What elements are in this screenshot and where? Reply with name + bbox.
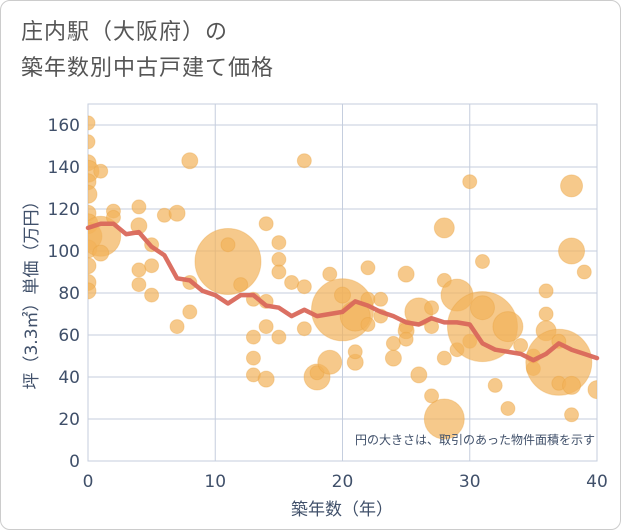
chart-title-line2: 築年数別中古戸建て価格 bbox=[21, 56, 275, 81]
y-tick-label: 60 bbox=[58, 326, 80, 346]
price-bubble bbox=[257, 370, 275, 388]
price-bubble bbox=[258, 319, 274, 335]
price-bubble bbox=[423, 398, 465, 440]
price-bubble bbox=[462, 174, 478, 190]
price-bubble bbox=[131, 199, 147, 215]
price-bubble bbox=[558, 237, 586, 265]
price-bubble bbox=[436, 350, 452, 366]
price-bubble bbox=[576, 264, 592, 280]
price-bubble bbox=[322, 266, 338, 282]
price-bubble bbox=[587, 380, 597, 400]
x-tick-label: 20 bbox=[332, 472, 354, 492]
chart-title: 庄内駅（大阪府）の 築年数別中古戸建て価格 bbox=[21, 15, 274, 87]
price-bubble bbox=[271, 235, 287, 251]
price-bubble bbox=[271, 264, 287, 280]
price-bubble bbox=[410, 366, 428, 384]
price-bubble bbox=[245, 350, 261, 366]
price-bubble bbox=[131, 277, 147, 293]
price-bubble bbox=[271, 251, 287, 267]
price-bubble bbox=[296, 153, 312, 169]
chart-title-line1: 庄内駅（大阪府）の bbox=[21, 20, 229, 45]
price-bubble bbox=[433, 217, 455, 239]
y-tick-label: 40 bbox=[58, 368, 80, 388]
price-bubble bbox=[492, 311, 524, 343]
price-bubble bbox=[88, 282, 97, 300]
price-bubble bbox=[500, 401, 516, 416]
y-tick-label: 140 bbox=[48, 158, 80, 178]
trend-line-group bbox=[85, 221, 600, 363]
price-bubble bbox=[296, 321, 312, 337]
price-bubble bbox=[296, 279, 312, 295]
price-bubble bbox=[317, 349, 343, 375]
size-annotation: 円の大きさは、取引のあった物件面積を示す bbox=[355, 432, 595, 447]
price-bubble bbox=[168, 204, 186, 222]
y-tick-label: 100 bbox=[48, 242, 80, 262]
price-bubble bbox=[144, 258, 160, 274]
price-bubble bbox=[284, 275, 300, 290]
x-tick-label: 0 bbox=[83, 472, 94, 492]
y-tick-label: 120 bbox=[48, 200, 80, 220]
price-bubble bbox=[88, 257, 97, 275]
price-bubble bbox=[562, 375, 582, 395]
price-bubble bbox=[169, 319, 185, 335]
price-bubble bbox=[424, 388, 440, 404]
x-tick-label: 40 bbox=[586, 472, 608, 492]
price-bubble bbox=[385, 335, 401, 351]
y-axis-label: 坪（3.3㎡）単価（万円） bbox=[22, 192, 42, 389]
y-tick-label: 160 bbox=[48, 116, 80, 136]
price-bubble bbox=[424, 300, 440, 316]
x-axis-label: 築年数（年） bbox=[291, 500, 393, 520]
price-bubble bbox=[88, 184, 98, 204]
price-bubble bbox=[373, 291, 389, 307]
price-bubble bbox=[564, 407, 580, 423]
price-bubble bbox=[384, 349, 402, 367]
price-bubble bbox=[397, 265, 415, 283]
price-bubble bbox=[538, 283, 554, 299]
price-bubble bbox=[233, 277, 249, 293]
price-bubble bbox=[360, 317, 376, 332]
price-bubble bbox=[181, 152, 199, 170]
price-bubble bbox=[487, 377, 503, 393]
y-tick-label: 80 bbox=[58, 284, 80, 304]
price-bubble bbox=[144, 287, 160, 303]
y-tick-label: 20 bbox=[58, 410, 80, 430]
price-bubble bbox=[347, 344, 363, 360]
average-price-line bbox=[85, 221, 600, 363]
price-bubble bbox=[258, 216, 274, 232]
price-bubble bbox=[271, 329, 287, 345]
axis-ticks: 0 10 20 30 40 0 20 40 60 80 100 120 140 160 bbox=[48, 116, 608, 492]
x-tick-label: 10 bbox=[204, 472, 226, 492]
price-bubble bbox=[513, 338, 529, 353]
price-bubble bbox=[245, 329, 261, 345]
price-bubble bbox=[469, 295, 495, 321]
price-bubble bbox=[131, 262, 147, 278]
price-bubble bbox=[194, 228, 262, 295]
price-bubble bbox=[93, 163, 109, 179]
y-tick-label: 0 bbox=[69, 452, 80, 472]
price-bubble bbox=[360, 260, 376, 276]
x-tick-label: 30 bbox=[459, 472, 481, 492]
price-bubble bbox=[334, 286, 351, 304]
price-bubble bbox=[220, 237, 236, 253]
price-bubble bbox=[560, 174, 584, 198]
price-bubble bbox=[88, 134, 96, 150]
bubble-series bbox=[88, 115, 597, 440]
price-bubble bbox=[474, 254, 490, 269]
price-bubble bbox=[182, 304, 198, 320]
price-bubble bbox=[398, 331, 414, 347]
price-bubble bbox=[88, 115, 96, 131]
price-bubble bbox=[92, 244, 110, 262]
price-bubble bbox=[538, 306, 554, 322]
